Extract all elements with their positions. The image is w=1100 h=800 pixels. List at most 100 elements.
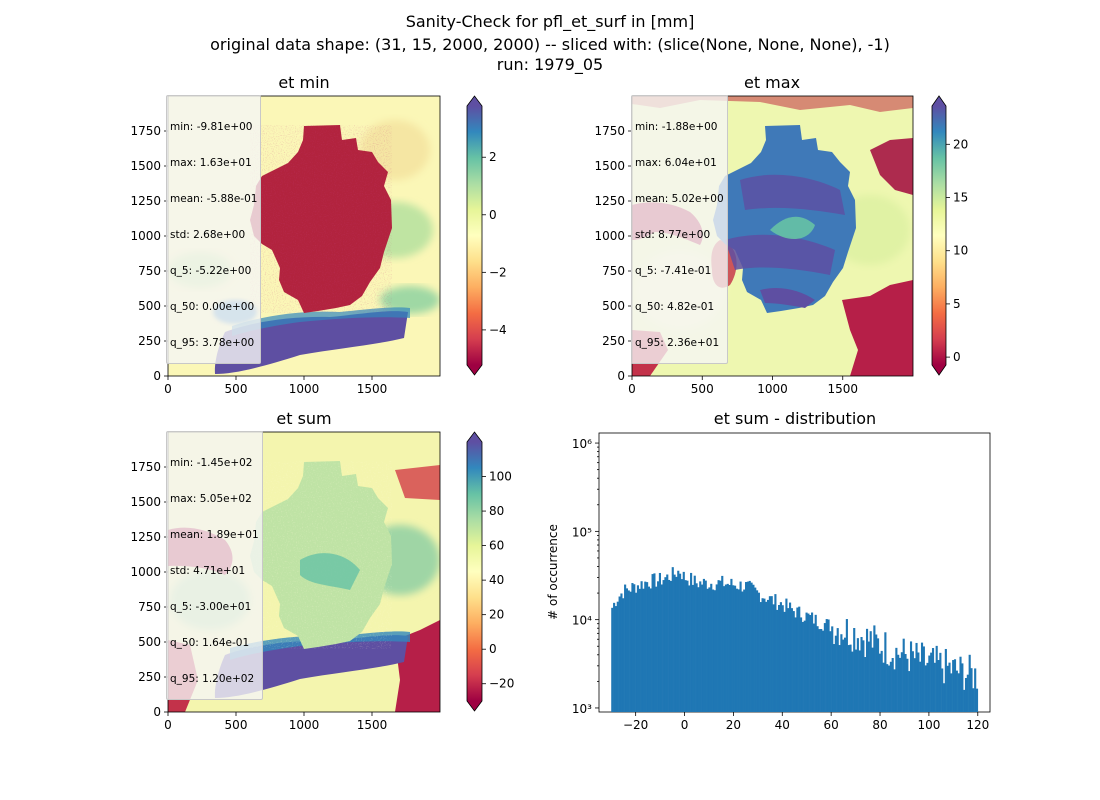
y-tick-label: 1000: [130, 229, 161, 243]
histogram-bar: [974, 668, 977, 712]
histogram-bar: [644, 581, 647, 712]
histogram-bar: [864, 657, 867, 712]
histogram-bar: [627, 590, 630, 712]
x-tick-label: 1500: [357, 718, 388, 732]
histogram-bar: [941, 668, 944, 712]
subplot-title-et-max: et max: [744, 73, 800, 92]
histogram-bar: [756, 590, 759, 712]
x-tick-label: 80: [872, 718, 887, 732]
histogram-bar: [801, 621, 804, 712]
histogram-bar: [913, 658, 916, 712]
histogram-bar: [935, 645, 938, 712]
x-tick-label: 120: [966, 718, 989, 732]
histogram-bar: [948, 662, 951, 712]
histogram-bar: [734, 585, 737, 712]
colorbar-tick-label: 0: [489, 208, 497, 222]
y-tick-label: 1500: [130, 495, 161, 509]
histogram-bar: [669, 580, 672, 712]
y-tick-label: 1750: [130, 124, 161, 138]
histogram-bar: [739, 581, 742, 712]
histogram-bar: [767, 599, 770, 712]
histogram-bar: [655, 586, 658, 712]
colorbar-tick-label: 80: [489, 504, 504, 518]
histogram-bar: [876, 638, 880, 712]
y-tick-label: 1250: [130, 530, 161, 544]
stats-label: max:: [635, 157, 665, 169]
histogram-bar: [781, 605, 784, 712]
stats-label: q_95:: [170, 337, 203, 349]
histogram-bar: [952, 660, 955, 712]
histogram-bar: [633, 584, 636, 712]
histogram-bar: [807, 613, 810, 712]
histogram-bar: [906, 658, 909, 712]
x-tick-label: 500: [225, 382, 248, 396]
histogram-bar: [647, 586, 651, 712]
histogram-bar: [774, 594, 777, 712]
stats-value-q95: 2.36e+01: [667, 337, 720, 349]
x-tick-label: 1000: [757, 382, 788, 396]
histogram-bar: [794, 617, 797, 712]
histogram-bar: [825, 619, 828, 712]
histogram-bar: [884, 632, 887, 712]
histogram-bar: [658, 572, 661, 712]
histogram-bar: [900, 652, 903, 712]
histogram-bar: [679, 573, 682, 712]
stats-value-max: 1.63e+01: [199, 157, 252, 169]
histogram-bar: [814, 614, 817, 712]
stats-label: std:: [170, 229, 194, 241]
stats-value-q50: 1.64e-01: [202, 637, 250, 649]
histogram-bar: [909, 641, 913, 712]
colorbar-tick-label: 15: [953, 191, 968, 205]
stats-label: q_50:: [635, 301, 668, 313]
histogram-bar: [950, 673, 953, 712]
stats-label: q_50:: [170, 637, 203, 649]
histogram-bar: [838, 645, 841, 712]
histogram-bar: [732, 585, 735, 712]
stats-label: max:: [170, 493, 200, 505]
histogram-bar: [970, 668, 973, 712]
histogram-bar: [886, 664, 889, 712]
colorbar-tick-label: −4: [489, 323, 507, 337]
y-tick-label: 0: [153, 369, 161, 383]
histogram-bar: [911, 651, 914, 712]
stats-value-q5: -5.22e+00: [195, 265, 252, 277]
stats-box-et-min: min: -9.81e+00 max: 1.63e+01 mean: -5.88…: [166, 95, 262, 364]
x-tick-label: 1500: [357, 382, 388, 396]
histogram-bar: [680, 579, 683, 712]
subplot-title-distribution: et sum - distribution: [714, 409, 876, 428]
histogram-bar: [930, 652, 933, 712]
histogram-bar: [800, 617, 803, 712]
stats-value-mean: 1.89e+01: [206, 529, 259, 541]
x-tick-label: 40: [775, 718, 790, 732]
histogram-bar: [887, 665, 891, 712]
histogram-bar: [770, 596, 773, 712]
histogram-bar: [831, 626, 834, 712]
stats-label: mean:: [635, 193, 672, 205]
histogram-bar: [614, 606, 618, 712]
histogram-bar: [809, 615, 812, 712]
histogram-bar: [851, 651, 854, 712]
histogram-bar: [829, 631, 832, 712]
histogram-bar: [790, 608, 793, 712]
stats-value-q95: 1.20e+02: [202, 673, 255, 685]
histogram-bar: [963, 689, 966, 712]
colorbar-et-sum-extend-max: [467, 432, 482, 442]
histogram-bar: [789, 602, 792, 712]
histogram-bar: [717, 580, 720, 712]
histogram-bar: [691, 584, 694, 712]
histogram-bar: [748, 580, 751, 712]
histogram-bar: [862, 640, 865, 712]
y-tick-label: 750: [138, 600, 161, 614]
y-tick-label: 1250: [130, 194, 161, 208]
colorbar-tick-label: −2: [489, 265, 507, 279]
colorbar-tick-label: 40: [489, 573, 504, 587]
histogram-bar: [832, 644, 836, 712]
x-tick-label: 20: [726, 718, 741, 732]
histogram-bar: [613, 602, 616, 712]
histogram-bar: [776, 609, 779, 712]
histogram-bar: [622, 598, 625, 712]
histogram-bar: [763, 598, 766, 712]
stats-label: std:: [635, 229, 659, 241]
histogram-bar: [847, 645, 850, 712]
histogram-bar: [816, 626, 819, 712]
